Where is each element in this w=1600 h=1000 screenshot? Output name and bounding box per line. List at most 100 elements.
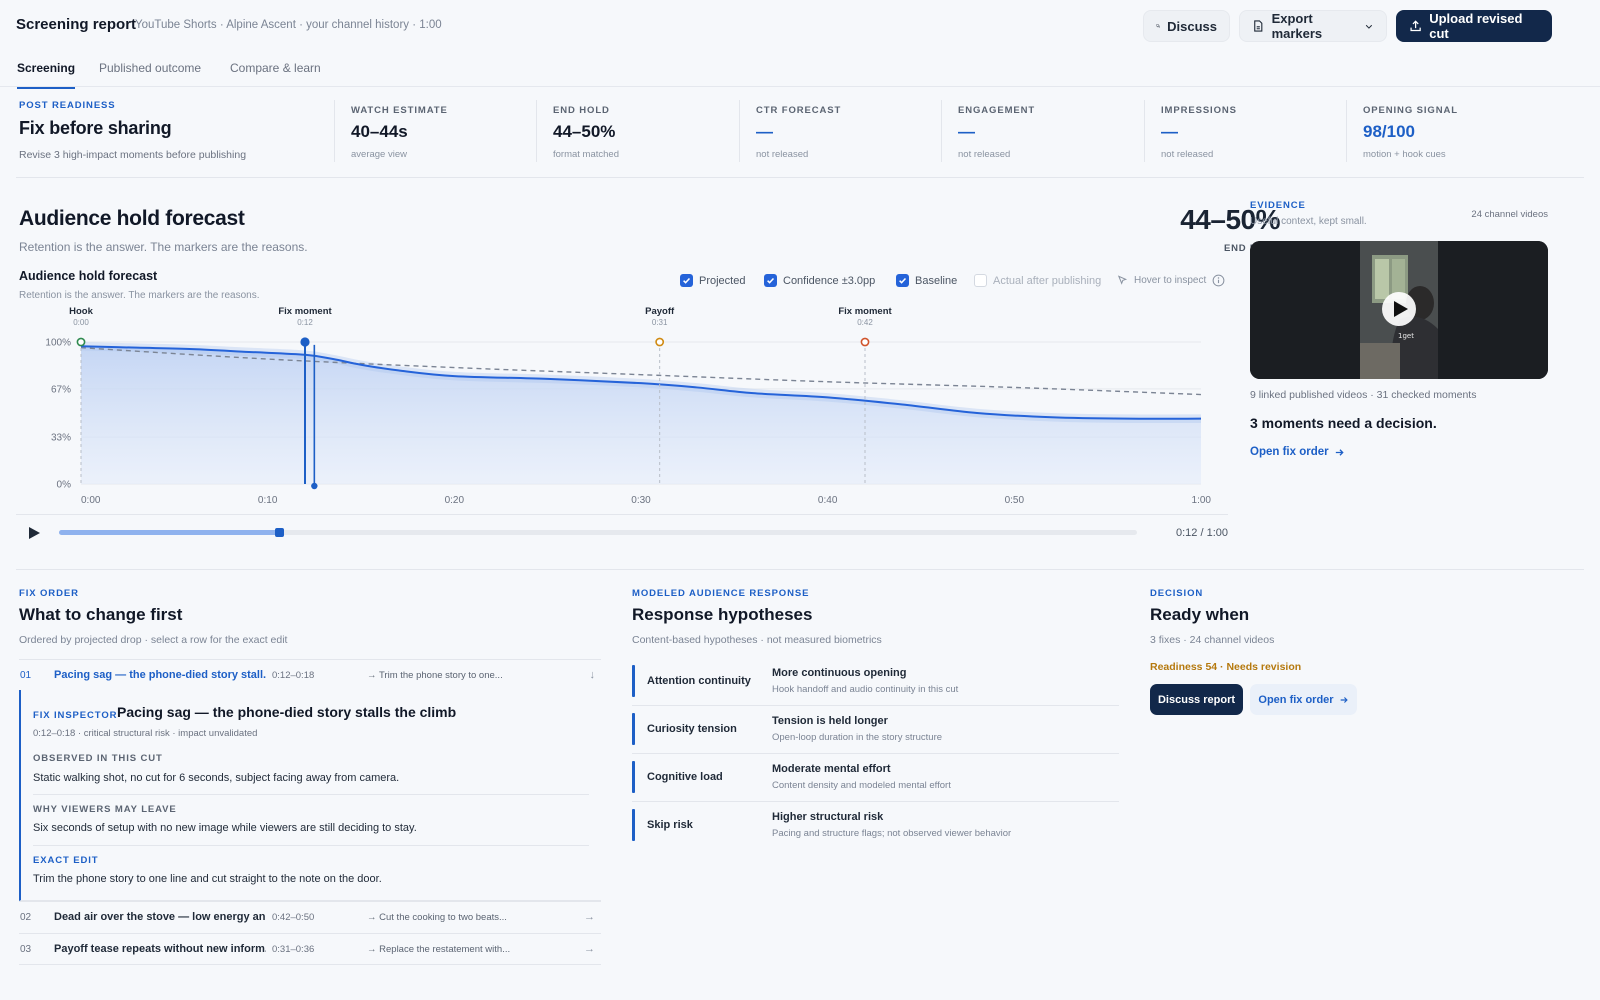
cursor-icon bbox=[1117, 275, 1128, 285]
metric-value: — bbox=[1161, 122, 1178, 141]
file-icon bbox=[1254, 20, 1263, 32]
fix-row[interactable]: 01 Pacing sag — the phone-died story sta… bbox=[19, 659, 601, 691]
scrubber-progress bbox=[59, 530, 279, 535]
response-row-attention[interactable]: Attention continuity More continuous ope… bbox=[632, 658, 1119, 706]
inspector-divider bbox=[33, 845, 589, 846]
discuss-report-button[interactable]: Discuss report bbox=[1150, 684, 1243, 715]
legend-actual-toggle[interactable]: Actual after publishing bbox=[974, 274, 1101, 287]
discuss-report-label: Discuss report bbox=[1157, 693, 1236, 706]
readiness-title: Fix before sharing bbox=[19, 118, 172, 138]
open-fix-order-link[interactable]: Open fix order bbox=[1250, 446, 1345, 458]
arrow-right-icon bbox=[1340, 696, 1348, 703]
tab-published-outcome[interactable]: Published outcome bbox=[99, 61, 202, 75]
readiness-status: Readiness 54 · Needs revision bbox=[1150, 661, 1302, 673]
upload-revised-cut-button[interactable]: Upload revised cut bbox=[1396, 10, 1552, 42]
y-tick-label: 0% bbox=[57, 480, 72, 491]
responses-eyebrow: MODELED AUDIENCE RESPONSE bbox=[632, 588, 810, 599]
responses-description: Content-based hypotheses · not measured … bbox=[632, 634, 882, 646]
response-detail: Pacing and structure flags; not observed… bbox=[772, 828, 1012, 839]
fix-row[interactable]: 02 Dead air over the stove — low energy … bbox=[19, 901, 601, 933]
arrow-right-icon bbox=[1335, 448, 1344, 456]
metric-sub: not released bbox=[756, 149, 809, 160]
checkbox-checked-icon bbox=[896, 274, 909, 287]
fix-row-action: → Replace the restatement with... bbox=[367, 944, 511, 955]
response-label: Attention continuity bbox=[647, 675, 751, 687]
forecast-title: Audience hold forecast bbox=[19, 207, 245, 230]
legend-baseline-toggle[interactable]: Baseline bbox=[896, 274, 957, 287]
fix-row-number: 01 bbox=[20, 670, 32, 681]
export-markers-button[interactable]: Export markers bbox=[1239, 10, 1387, 42]
y-tick-label: 67% bbox=[51, 384, 71, 395]
chart-divider bbox=[16, 514, 1228, 515]
marker-time: 0:12 bbox=[297, 318, 313, 327]
metric-value: 98/100 bbox=[1363, 122, 1415, 141]
fix-row-time: 0:42–0:50 bbox=[272, 912, 315, 923]
evidence-eyebrow: EVIDENCE bbox=[1250, 200, 1306, 211]
response-detail: Open-loop duration in the story structur… bbox=[772, 732, 943, 743]
fix-row-action: → Cut the cooking to two beats... bbox=[367, 912, 507, 923]
metrics-divider bbox=[16, 177, 1584, 178]
export-markers-label: Export markers bbox=[1271, 11, 1323, 41]
fix-row[interactable]: 03 Payoff tease repeats without new info… bbox=[19, 933, 601, 965]
checkbox-unchecked-icon bbox=[974, 274, 987, 287]
response-indicator bbox=[632, 809, 635, 841]
discuss-button[interactable]: Discuss bbox=[1143, 10, 1230, 42]
baseline-line bbox=[80, 346, 1202, 396]
audience-hold-chart[interactable]: 100% 67% 33% 0% 0:00 0:10 0:20 0:30 0:40 0:50 1:00… bbox=[16, 300, 1228, 515]
play-icon[interactable] bbox=[27, 526, 41, 540]
legend-confidence-toggle[interactable]: Confidence ±3.0pp bbox=[764, 274, 875, 287]
response-label: Cognitive load bbox=[647, 771, 723, 783]
response-detail: Hook handoff and audio continuity in thi… bbox=[772, 684, 959, 695]
chevron-down-icon bbox=[1365, 24, 1373, 29]
scrubber-handle[interactable] bbox=[275, 528, 284, 537]
metric-opening-signal: OPENING SIGNAL 98/100 motion + hook cues bbox=[1346, 100, 1584, 162]
marker-label: Hook bbox=[69, 306, 93, 317]
playback-time: 0:12 / 1:00 bbox=[1176, 527, 1228, 539]
info-icon[interactable] bbox=[1212, 274, 1225, 287]
metric-end-hold: END HOLD 44–50% format matched bbox=[536, 100, 739, 162]
decision-description: 3 fixes · 24 channel videos bbox=[1150, 634, 1275, 646]
decision-eyebrow: DECISION bbox=[1150, 588, 1204, 599]
response-indicator bbox=[632, 761, 635, 793]
scrubber-track[interactable] bbox=[59, 530, 1137, 535]
marker-label: Fix moment bbox=[278, 306, 332, 317]
response-indicator bbox=[632, 713, 635, 745]
metric-label: OPENING SIGNAL bbox=[1363, 105, 1458, 116]
evidence-sub: Useful context, kept small. bbox=[1250, 216, 1367, 227]
why-leave-label: WHY VIEWERS MAY LEAVE bbox=[33, 804, 177, 815]
response-row-curiosity[interactable]: Curiosity tension Tension is held longer… bbox=[632, 706, 1119, 754]
fix-row-number: 03 bbox=[20, 944, 32, 955]
legend-baseline-label: Baseline bbox=[915, 274, 958, 287]
decision-title: Ready when bbox=[1150, 605, 1250, 624]
metric-label: ENGAGEMENT bbox=[958, 105, 1036, 116]
marker-dot bbox=[655, 337, 665, 347]
x-tick-label: 0:40 bbox=[818, 495, 838, 506]
marker-dot bbox=[860, 337, 870, 347]
response-row-skip-risk[interactable]: Skip risk Higher structural risk Pacing … bbox=[632, 802, 1119, 850]
response-headline: More continuous opening bbox=[772, 667, 907, 679]
projected-line bbox=[80, 345, 1202, 420]
marker-label: Payoff bbox=[645, 306, 675, 317]
fix-row-title: Dead air over the stove — low energy an.… bbox=[54, 911, 266, 923]
open-fix-order-button[interactable]: Open fix order bbox=[1250, 684, 1357, 715]
chart-description: Retention is the answer. The markers are… bbox=[19, 290, 260, 301]
response-label: Curiosity tension bbox=[647, 723, 737, 735]
section-divider bbox=[16, 569, 1584, 570]
legend-projected-toggle[interactable]: Projected bbox=[680, 274, 745, 287]
marker-time: 0:42 bbox=[857, 318, 873, 327]
metric-value: 44–50% bbox=[553, 122, 616, 141]
fix-row-number: 02 bbox=[20, 912, 32, 923]
metric-value: — bbox=[756, 122, 773, 141]
evidence-count: 24 channel videos bbox=[1471, 209, 1548, 220]
marker-time: 0:00 bbox=[73, 318, 89, 327]
tab-compare-learn[interactable]: Compare & learn bbox=[230, 61, 321, 75]
fix-inspector-meta: 0:12–0:18 · critical structural risk · i… bbox=[33, 728, 258, 739]
evidence-video-thumbnail[interactable]: 1get bbox=[1250, 241, 1548, 379]
tab-screening[interactable]: Screening bbox=[17, 61, 76, 89]
fix-inspector-title: Pacing sag — the phone-died story stalls… bbox=[117, 704, 457, 720]
x-tick-label: 0:50 bbox=[1005, 495, 1025, 506]
page-title: Screening report bbox=[16, 16, 137, 33]
observed-text: Static walking shot, no cut for 6 second… bbox=[33, 772, 400, 784]
response-row-cognitive-load[interactable]: Cognitive load Moderate mental effort Co… bbox=[632, 754, 1119, 802]
y-tick-label: 33% bbox=[51, 433, 71, 444]
